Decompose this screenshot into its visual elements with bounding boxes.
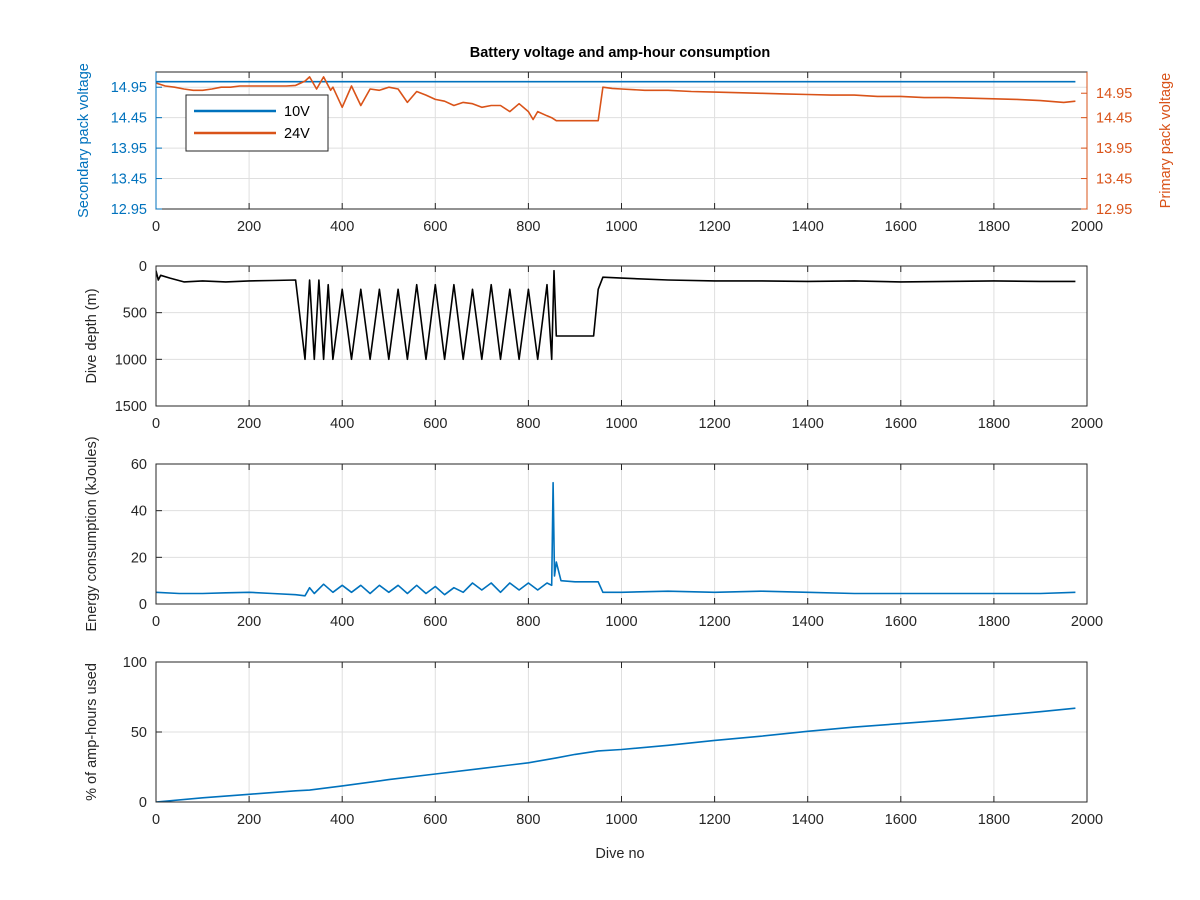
y-axis-label: Energy consumption (kJoules) [84,436,100,631]
x-tick-label: 1000 [605,219,637,235]
x-tick-label: 0 [152,812,160,828]
x-tick-label: 800 [516,614,540,630]
y-right-axis-label: Primary pack voltage [1158,73,1174,208]
x-tick-label: 0 [152,219,160,235]
series-line-1 [156,269,1076,361]
y-right-tick-label: 14.45 [1096,111,1132,127]
x-tick-label: 600 [423,416,447,432]
x-tick-label: 2000 [1071,416,1103,432]
figure-title: Battery voltage and amp-hour consumption [470,45,771,61]
x-tick-label: 400 [330,416,354,432]
x-tick-label: 200 [237,812,261,828]
x-tick-label: 800 [516,812,540,828]
y-right-tick-label: 12.95 [1096,202,1132,218]
x-tick-label: 1600 [885,219,917,235]
y-tick-label: 13.95 [111,141,147,157]
x-tick-label: 1400 [792,614,824,630]
x-tick-label: 1200 [698,614,730,630]
x-tick-label: 1800 [978,614,1010,630]
x-tick-label: 400 [330,812,354,828]
x-tick-label: 2000 [1071,614,1103,630]
y-tick-label: 12.95 [111,202,147,218]
y-tick-label: 14.95 [111,80,147,96]
y-tick-label: 100 [123,655,147,671]
y-axis-label: Secondary pack voltage [76,63,92,218]
y-axis-label: % of amp-hours used [84,663,100,801]
y-tick-label: 20 [131,550,147,566]
y-tick-label: 13.45 [111,172,147,188]
x-tick-label: 1200 [698,812,730,828]
x-tick-label: 200 [237,614,261,630]
series-line-24v [156,76,1076,122]
x-tick-label: 1600 [885,416,917,432]
x-tick-label: 2000 [1071,812,1103,828]
x-tick-label: 400 [330,614,354,630]
y-right-tick-label: 13.95 [1096,141,1132,157]
y-right-tick-label: 13.45 [1096,172,1132,188]
x-tick-label: 0 [152,416,160,432]
y-tick-label: 40 [131,504,147,520]
y-tick-label: 1500 [115,399,147,415]
subplot-1: 0 200 400 600 800 1000 1200 1400 1600 1800 200012.… [76,63,1174,235]
subplot-panels: 0 200 400 600 800 1000 1200 1400 1600 1800 200012.… [76,63,1174,828]
y-tick-label: 0 [139,597,147,613]
y-tick-label: 0 [139,795,147,811]
y-tick-label: 500 [123,306,147,322]
x-tick-label: 1000 [605,812,637,828]
series-line-1 [156,707,1076,802]
x-tick-label: 1800 [978,219,1010,235]
y-tick-label: 0 [139,259,147,275]
subplot-4: 0 200 400 600 800 1000 1200 1400 1600 1800 2000 0 50… [84,655,1103,828]
x-tick-label: 0 [152,614,160,630]
y-tick-label: 50 [131,725,147,741]
x-tick-label: 1200 [698,416,730,432]
x-tick-label: 600 [423,812,447,828]
x-axis-label: Dive no [595,846,644,862]
x-tick-label: 200 [237,416,261,432]
legend-box [185,94,329,152]
subplot-3: 0 200 400 600 800 1000 1200 1400 1600 1800 2000 0 20… [84,436,1103,631]
x-tick-label: 800 [516,416,540,432]
x-tick-label: 200 [237,219,261,235]
x-tick-label: 1000 [605,416,637,432]
x-tick-label: 400 [330,219,354,235]
subplot-2: 0 200 400 600 800 1000 1200 1400 1600 1800 2000 0 50… [84,259,1103,432]
y-tick-label: 14.45 [111,111,147,127]
x-tick-label: 1400 [792,812,824,828]
x-tick-label: 800 [516,219,540,235]
x-tick-label: 1400 [792,219,824,235]
x-tick-label: 1800 [978,416,1010,432]
y-right-tick-label: 14.95 [1096,86,1132,102]
x-tick-label: 1600 [885,614,917,630]
x-tick-label: 1200 [698,219,730,235]
y-axis-label: Dive depth (m) [84,288,100,383]
x-tick-label: 1400 [792,416,824,432]
x-tick-label: 1800 [978,812,1010,828]
y-tick-label: 1000 [115,352,147,368]
legend-label-24v: 24V [284,126,310,142]
legend-label-10v: 10V [284,104,310,120]
x-tick-label: 2000 [1071,219,1103,235]
series-line-1 [156,481,1076,597]
y-tick-label: 60 [131,457,147,473]
x-tick-label: 600 [423,219,447,235]
x-tick-label: 600 [423,614,447,630]
x-tick-label: 1600 [885,812,917,828]
x-tick-label: 1000 [605,614,637,630]
